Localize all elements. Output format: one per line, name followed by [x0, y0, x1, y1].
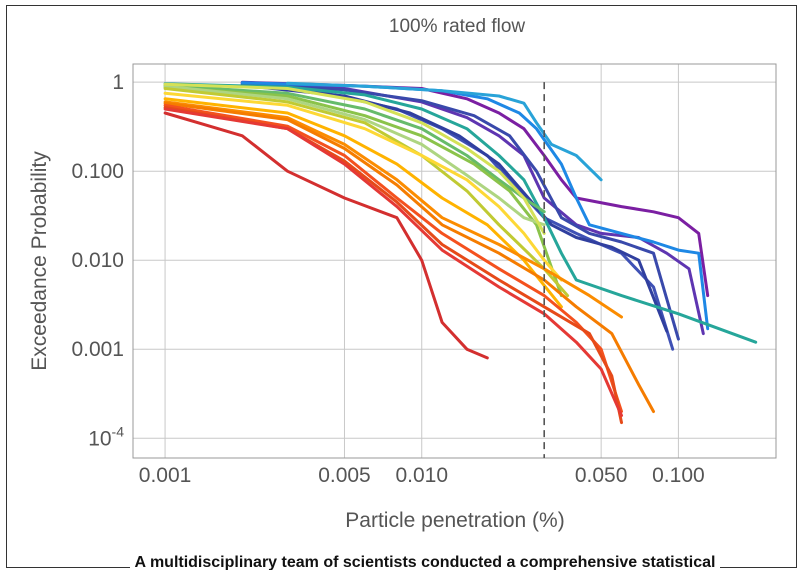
x-axis-label: Particle penetration (%) [345, 509, 564, 532]
y-tick-exponent: -4 [112, 423, 125, 439]
series-line-12 [163, 87, 570, 298]
series-line-16 [163, 100, 623, 319]
y-axis-label: Exceedance Probability [28, 151, 51, 371]
chart-title: 100% rated flow [389, 16, 526, 37]
series-line-21 [163, 111, 489, 360]
series-line-4 [240, 83, 669, 333]
x-tick-label: 0.005 [318, 464, 371, 487]
series-line-7 [286, 81, 603, 182]
caption-text: A multidisciplinary team of scientists c… [130, 549, 720, 570]
series-line-14 [163, 91, 563, 282]
x-tick-label: 0.010 [395, 464, 448, 487]
y-tick-label: 0.010 [71, 249, 124, 272]
plot-area [132, 63, 777, 459]
series-line-17 [163, 101, 655, 413]
series-line-13 [163, 82, 546, 235]
series-line-6 [240, 81, 710, 331]
y-tick-label: 0.100 [71, 160, 124, 183]
series-line-5 [240, 82, 680, 341]
series-line-20 [163, 107, 623, 417]
y-tick-label: 10-4 [88, 423, 124, 450]
grid [133, 64, 776, 458]
series-group [163, 80, 758, 425]
x-tick-label: 0.001 [139, 464, 192, 487]
x-tick-label: 0.100 [652, 464, 705, 487]
tick-labels: 0.001 0.005 0.010 0.050 0.100 1 0.100 0.010 0.00… [71, 71, 704, 487]
x-tick-label: 0.050 [575, 464, 628, 487]
series-line-11 [163, 84, 546, 227]
y-tick-label: 1 [112, 71, 124, 94]
series-line-18 [163, 103, 623, 413]
series-line-8 [163, 82, 758, 344]
y-tick-label: 0.001 [71, 338, 124, 361]
